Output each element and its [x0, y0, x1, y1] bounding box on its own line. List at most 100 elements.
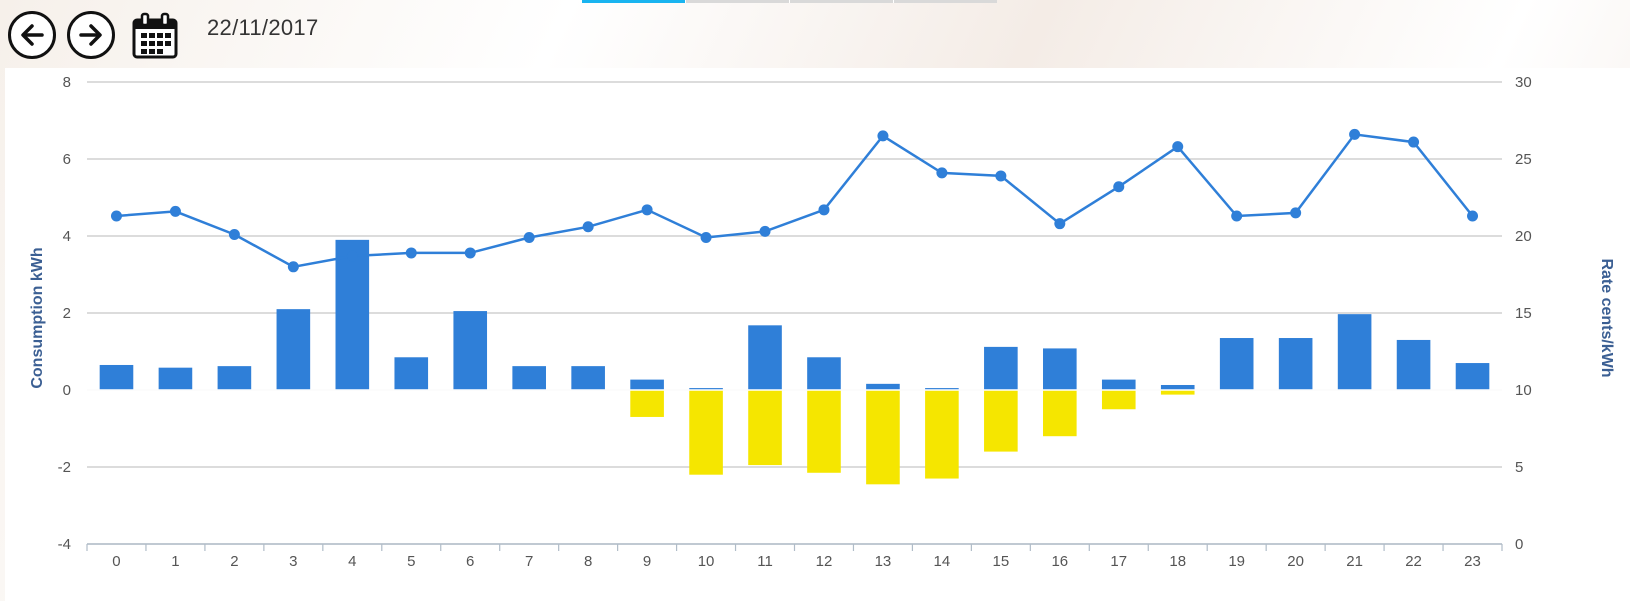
- right-tick-label: 30: [1515, 74, 1532, 91]
- consumption-bar: [807, 357, 841, 390]
- rate-point: [1467, 210, 1479, 222]
- right-axis-title: Rate cents/kWh: [1598, 258, 1615, 377]
- calendar-button[interactable]: [131, 12, 179, 60]
- x-tick-label: 1: [171, 553, 179, 570]
- view-tabs: [581, 0, 997, 3]
- consumption-bar: [1160, 384, 1195, 390]
- consumption-bar: [1278, 338, 1313, 390]
- rate-point: [1113, 181, 1125, 193]
- export-bar: [748, 390, 782, 466]
- tab-1[interactable]: [581, 0, 685, 3]
- rate-point: [523, 232, 535, 244]
- x-tick-label: 10: [698, 553, 715, 570]
- consumption-bar: [217, 366, 252, 390]
- rate-point: [287, 261, 299, 273]
- rate-point: [877, 130, 889, 142]
- x-tick-label: 22: [1405, 553, 1422, 570]
- rate-point: [228, 228, 240, 240]
- export-bar: [1101, 390, 1136, 410]
- x-tick-label: 17: [1110, 553, 1127, 570]
- rate-point: [405, 247, 417, 259]
- x-tick-label: 8: [584, 553, 592, 570]
- export-bar: [1043, 390, 1077, 437]
- rate-point: [169, 205, 181, 217]
- left-tick-label: 2: [63, 305, 71, 322]
- consumption-bar: [689, 388, 723, 390]
- rate-point: [582, 221, 594, 233]
- x-tick-label: 23: [1464, 553, 1481, 570]
- chart-panel: -4 -2 0 2 4 6 8 0 5 10 15 20 25 30 0 1 2 3 4 5 6 7 8 9 10 11 12 13 1…: [5, 68, 1630, 601]
- tab-3[interactable]: [789, 0, 893, 3]
- rate-point: [1290, 207, 1302, 219]
- x-tick-label: 18: [1169, 553, 1186, 570]
- consumption-bar: [571, 366, 605, 390]
- export-bar: [689, 390, 723, 475]
- next-day-button[interactable]: [67, 11, 115, 59]
- x-tick-label: 9: [643, 553, 651, 570]
- right-tick-label: 5: [1515, 459, 1523, 476]
- rate-point: [936, 167, 948, 179]
- tab-2[interactable]: [685, 0, 789, 3]
- right-tick-label: 10: [1515, 382, 1532, 399]
- x-tick-label: 20: [1287, 553, 1304, 570]
- x-tick-label: 14: [934, 553, 951, 570]
- x-tick-label: 7: [525, 553, 533, 570]
- x-tick-label: 16: [1051, 553, 1068, 570]
- x-tick-label: 4: [348, 553, 356, 570]
- consumption-bar: [512, 366, 546, 390]
- right-tick-label: 20: [1515, 228, 1532, 245]
- left-axis-title: Consumption kWh: [29, 247, 46, 388]
- consumption-bar: [866, 383, 900, 390]
- arrow-left-icon: [21, 24, 44, 46]
- rate-point: [464, 247, 476, 259]
- right-tick-label: 25: [1515, 151, 1532, 168]
- rate-point: [346, 250, 358, 262]
- x-tick-label: 11: [757, 553, 773, 570]
- rate-point: [110, 210, 122, 222]
- x-tick-label: 13: [875, 553, 892, 570]
- x-tick-label: 2: [230, 553, 238, 570]
- calendar-icon: [132, 12, 178, 59]
- toolbar: 22/11/2017: [0, 0, 1630, 68]
- consumption-bar: [925, 388, 959, 390]
- export-bar: [925, 390, 959, 479]
- rate-point: [1172, 141, 1184, 153]
- left-tick-label: -2: [58, 459, 71, 476]
- tab-4[interactable]: [893, 0, 997, 3]
- x-tick-label: 5: [407, 553, 415, 570]
- consumption-bar: [1337, 314, 1372, 390]
- consumption-bar: [453, 311, 488, 390]
- left-tick-label: 8: [63, 74, 71, 91]
- export-bar: [984, 390, 1018, 452]
- consumption-bar: [984, 346, 1018, 390]
- left-tick-label: 6: [63, 151, 71, 168]
- right-tick-label: 0: [1515, 536, 1523, 553]
- selected-date[interactable]: 22/11/2017: [207, 15, 319, 40]
- x-tick-label: 21: [1346, 553, 1363, 570]
- previous-day-button[interactable]: [8, 11, 56, 59]
- x-tick-label: 12: [816, 553, 833, 570]
- left-tick-label: 4: [63, 228, 71, 245]
- x-tick-label: 6: [466, 553, 474, 570]
- rate-point: [1231, 210, 1243, 222]
- rate-point: [641, 204, 653, 216]
- right-tick-label: 15: [1515, 305, 1532, 322]
- left-tick-label: 0: [63, 382, 71, 399]
- x-tick-label: 15: [993, 553, 1010, 570]
- consumption-bar: [630, 379, 664, 390]
- rate-point: [1054, 218, 1066, 230]
- rate-point: [1349, 128, 1361, 140]
- rate-point: [818, 204, 830, 216]
- x-tick-label: 0: [112, 553, 120, 570]
- consumption-bar: [1396, 339, 1431, 390]
- export-bar: [1160, 390, 1195, 395]
- consumption-bar: [158, 367, 193, 390]
- consumption-bar: [1455, 363, 1490, 390]
- consumption-bar: [1101, 379, 1136, 390]
- consumption-bar: [276, 309, 311, 390]
- line-layer: [110, 128, 1479, 273]
- rate-point: [700, 232, 712, 244]
- consumption-bar: [99, 364, 134, 390]
- x-tick-label: 3: [289, 553, 297, 570]
